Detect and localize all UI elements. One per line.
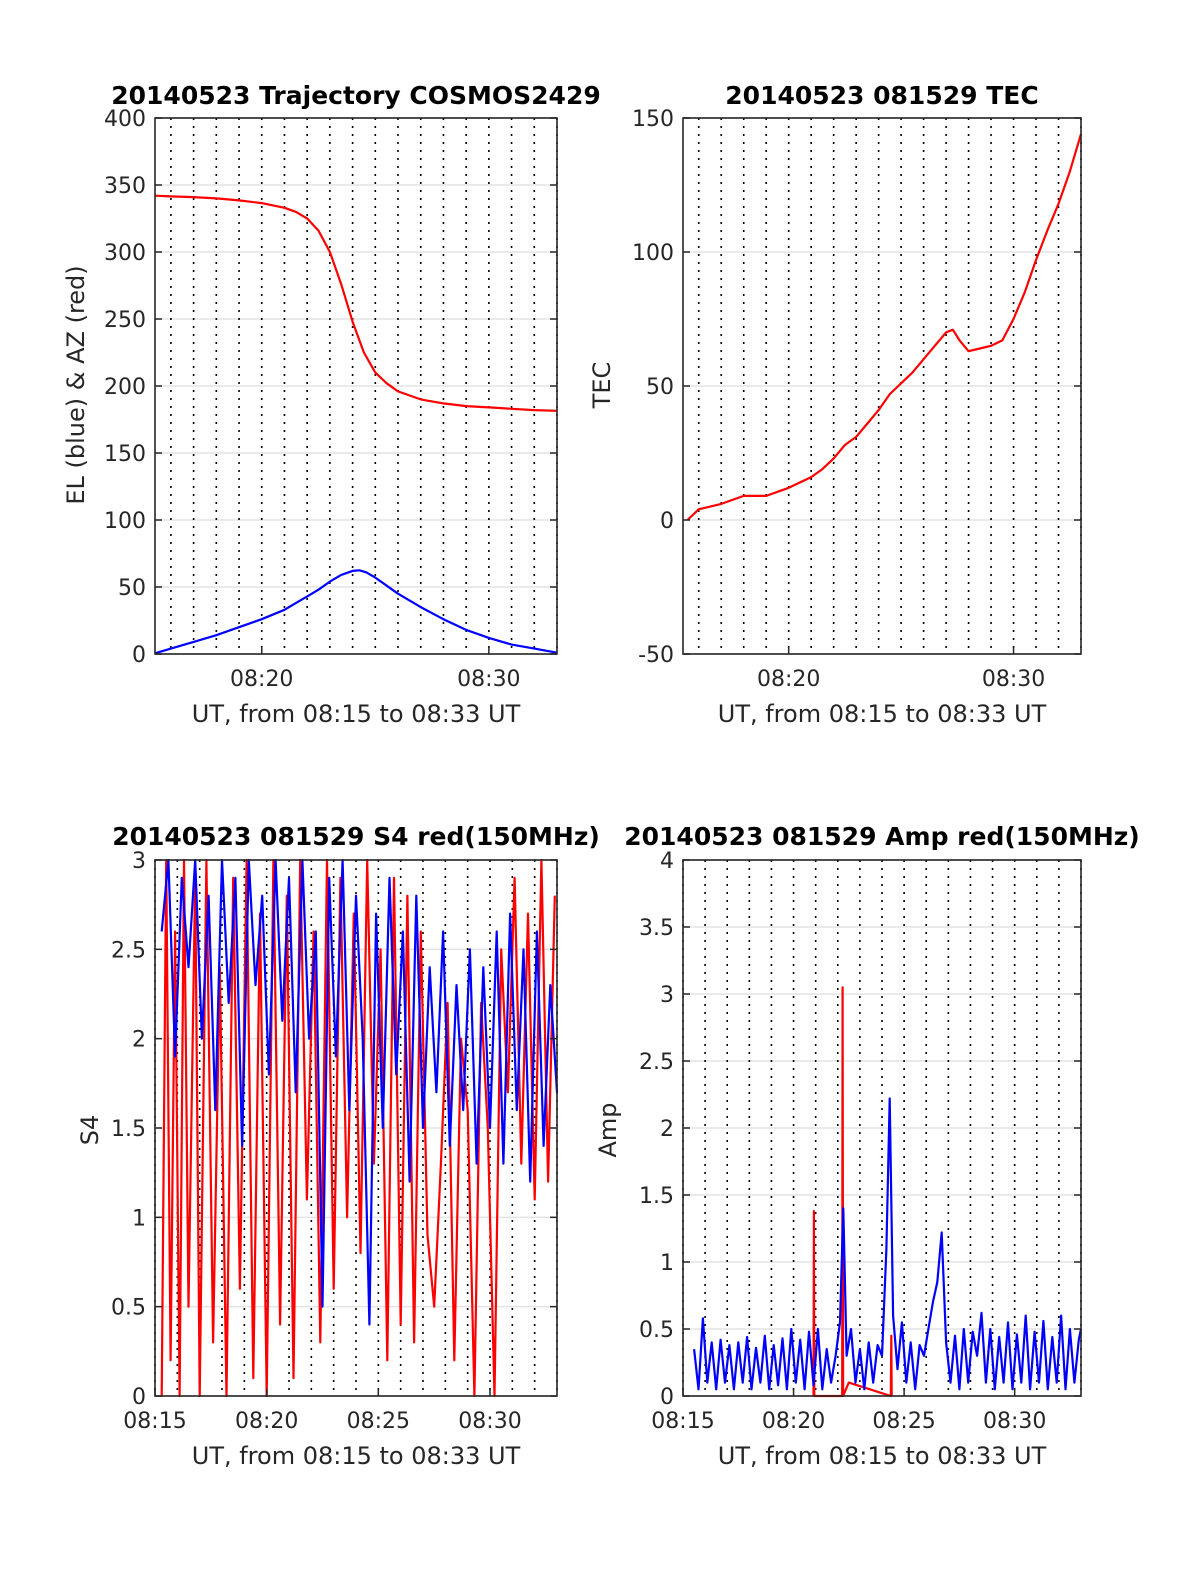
tec-y-tick-label: 150 — [632, 107, 674, 132]
tec-y-axis-label: TEC — [588, 362, 616, 410]
trajectory-y-axis-label: EL (blue) & AZ (red) — [62, 265, 90, 504]
tec-x-tick-label: 08:30 — [982, 667, 1045, 692]
amp-title: 20140523 081529 Amp red(150MHz) — [624, 822, 1140, 851]
trajectory-plot-area: 0 50 100 150 200 250 300 350 400 08:20 08:30 — [104, 107, 558, 692]
amp-y-tick-label: 2 — [660, 1117, 674, 1142]
tec-y-tick-label: 0 — [660, 509, 674, 534]
amp-y-tick-label: 1 — [660, 1251, 674, 1276]
s4-y-tick-label: 0.5 — [111, 1296, 146, 1321]
trajectory-x-axis-label: UT, from 08:15 to 08:33 UT — [192, 700, 521, 728]
trajectory-panel: 0 50 100 150 200 250 300 350 400 08:20 08:30 20140… — [62, 81, 601, 728]
tec-title: 20140523 081529 TEC — [725, 81, 1038, 110]
s4-y-tick-label: 2.5 — [111, 938, 146, 963]
s4-plot-area: 0 0.5 1 1.5 2 2.5 3 08:15 08:20 08:25 08:30 — [111, 849, 559, 1434]
trajectory-y-tick-label: 100 — [104, 509, 146, 534]
tec-plot-area: -50 0 50 100 150 08:20 08:30 — [632, 107, 1083, 692]
s4-x-axis-label: UT, from 08:15 to 08:33 UT — [192, 1442, 521, 1470]
s4-x-tick-label: 08:15 — [123, 1409, 186, 1434]
amp-y-tick-label: 0 — [660, 1385, 674, 1410]
trajectory-series-0 — [154, 194, 558, 412]
tec-x-axis-label: UT, from 08:15 to 08:33 UT — [718, 700, 1047, 728]
trajectory-y-tick-label: 400 — [104, 107, 146, 132]
tec-y-tick-label: -50 — [638, 643, 674, 668]
s4-y-tick-label: 3 — [132, 849, 146, 874]
amp-x-tick-label: 08:20 — [762, 1409, 825, 1434]
s4-title: 20140523 081529 S4 red(150MHz) — [112, 822, 600, 851]
amp-y-tick-label: 4 — [660, 849, 674, 874]
tec-panel: -50 0 50 100 150 08:20 08:30 20140523 081529 T… — [588, 81, 1083, 728]
amp-panel: 0 0.5 1 1.5 2 2.5 3 3.5 4 08:15 08:20 08:25 08:30 20… — [594, 822, 1140, 1470]
amp-x-tick-label: 08:30 — [983, 1409, 1046, 1434]
s4-series-1 — [160, 858, 559, 1326]
s4-y-tick-label: 0 — [132, 1385, 146, 1410]
s4-y-tick-label: 2 — [132, 1028, 146, 1053]
trajectory-series-1 — [154, 569, 558, 655]
s4-x-tick-label: 08:25 — [347, 1409, 410, 1434]
amp-y-tick-label: 3 — [660, 983, 674, 1008]
amp-y-tick-label: 3.5 — [639, 916, 674, 941]
amp-x-tick-label: 08:25 — [872, 1409, 935, 1434]
trajectory-y-tick-label: 0 — [132, 643, 146, 668]
s4-panel: 0 0.5 1 1.5 2 2.5 3 08:15 08:20 08:25 08:30 201405… — [76, 822, 600, 1470]
amp-y-tick-label: 0.5 — [639, 1318, 674, 1343]
trajectory-x-tick-label: 08:20 — [230, 667, 293, 692]
s4-y-axis-label: S4 — [76, 1115, 104, 1146]
trajectory-y-tick-label: 350 — [104, 174, 146, 199]
amp-plot-area: 0 0.5 1 1.5 2 2.5 3 3.5 4 08:15 08:20 08:25 08:30 — [639, 849, 1083, 1434]
s4-y-tick-label: 1.5 — [111, 1117, 146, 1142]
tec-x-tick-label: 08:20 — [757, 667, 820, 692]
amp-y-tick-label: 2.5 — [639, 1050, 674, 1075]
amp-series-1 — [693, 1097, 1083, 1391]
tec-y-tick-label: 50 — [646, 375, 674, 400]
s4-x-tick-label: 08:20 — [235, 1409, 298, 1434]
tec-series-0 — [686, 133, 1083, 521]
s4-y-tick-label: 1 — [132, 1206, 146, 1231]
amp-y-axis-label: Amp — [594, 1102, 622, 1157]
trajectory-y-tick-label: 50 — [118, 576, 146, 601]
tec-y-tick-label: 100 — [632, 241, 674, 266]
trajectory-y-tick-label: 150 — [104, 442, 146, 467]
trajectory-title: 20140523 Trajectory COSMOS2429 — [111, 81, 601, 110]
trajectory-y-tick-label: 200 — [104, 375, 146, 400]
amp-y-tick-label: 1.5 — [639, 1184, 674, 1209]
amp-series-0 — [812, 986, 893, 1398]
trajectory-y-tick-label: 250 — [104, 308, 146, 333]
trajectory-x-tick-label: 08:30 — [457, 667, 520, 692]
trajectory-y-tick-label: 300 — [104, 241, 146, 266]
amp-x-tick-label: 08:15 — [651, 1409, 714, 1434]
amp-x-axis-label: UT, from 08:15 to 08:33 UT — [718, 1442, 1047, 1470]
s4-x-tick-label: 08:30 — [458, 1409, 521, 1434]
